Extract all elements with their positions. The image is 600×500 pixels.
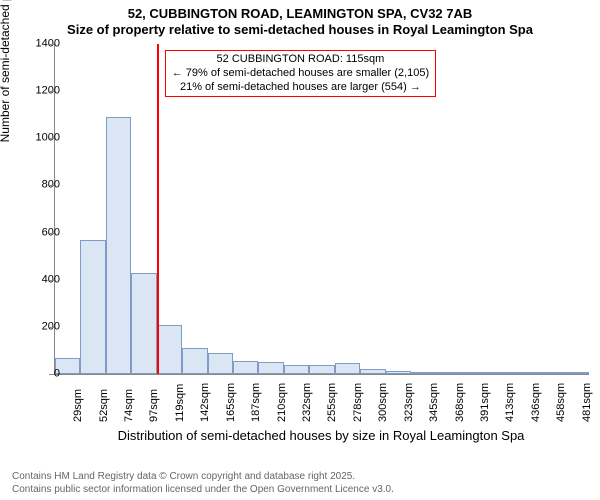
x-tick-label: 232sqm (302, 362, 313, 422)
x-tick-label: 74sqm (124, 362, 135, 422)
x-tick-label: 300sqm (378, 362, 389, 422)
histogram-bar (131, 273, 156, 374)
footer: Contains HM Land Registry data © Crown c… (12, 471, 394, 496)
histogram-bar (80, 240, 105, 374)
y-tick-mark (49, 185, 54, 186)
y-tick-mark (49, 44, 54, 45)
x-tick-label: 142sqm (200, 362, 211, 422)
x-tick-label: 29sqm (73, 362, 84, 422)
y-tick-mark (49, 280, 54, 281)
footer-line-2: Contains public sector information licen… (12, 484, 394, 497)
y-tick-mark (49, 138, 54, 139)
x-tick-label: 255sqm (327, 362, 338, 422)
y-tick-mark (49, 374, 54, 375)
y-tick-label: 400 (20, 274, 60, 285)
y-tick-label: 1400 (20, 39, 60, 50)
annotation-line: 52 CUBBINGTON ROAD: 115sqm (172, 53, 429, 67)
x-tick-label: 97sqm (149, 362, 160, 422)
annotation-box: 52 CUBBINGTON ROAD: 115sqm← 79% of semi-… (165, 50, 436, 97)
x-tick-label: 52sqm (99, 362, 110, 422)
page-title: 52, CUBBINGTON ROAD, LEAMINGTON SPA, CV3… (0, 0, 600, 22)
x-tick-label: 187sqm (251, 362, 262, 422)
footer-line-1: Contains HM Land Registry data © Crown c… (12, 471, 394, 484)
x-tick-label: 436sqm (531, 362, 542, 422)
y-tick-mark (49, 327, 54, 328)
y-tick-mark (49, 233, 54, 234)
y-tick-label: 200 (20, 321, 60, 332)
x-tick-label: 458sqm (556, 362, 567, 422)
x-tick-label: 210sqm (277, 362, 288, 422)
x-tick-label: 481sqm (582, 362, 593, 422)
annotation-line: 21% of semi-detached houses are larger (… (172, 81, 429, 95)
x-axis-label: Distribution of semi-detached houses by … (54, 428, 588, 443)
y-axis-label: Number of semi-detached properties (0, 0, 12, 210)
y-tick-label: 800 (20, 180, 60, 191)
plot-area: 52 CUBBINGTON ROAD: 115sqm← 79% of semi-… (54, 44, 589, 375)
reference-line (157, 44, 159, 374)
page: 52, CUBBINGTON ROAD, LEAMINGTON SPA, CV3… (0, 0, 600, 500)
chart-container: Number of semi-detached properties 52 CU… (0, 40, 600, 450)
x-tick-label: 391sqm (480, 362, 491, 422)
y-tick-label: 1200 (20, 86, 60, 97)
page-subtitle: Size of property relative to semi-detach… (0, 22, 600, 38)
y-tick-label: 0 (20, 369, 60, 380)
x-tick-label: 413sqm (505, 362, 516, 422)
histogram-bar (106, 117, 131, 374)
x-tick-label: 345sqm (429, 362, 440, 422)
y-tick-label: 600 (20, 227, 60, 238)
y-tick-label: 1000 (20, 133, 60, 144)
x-tick-label: 278sqm (353, 362, 364, 422)
x-tick-label: 119sqm (175, 362, 186, 422)
x-tick-label: 165sqm (226, 362, 237, 422)
x-tick-label: 368sqm (455, 362, 466, 422)
x-tick-label: 323sqm (404, 362, 415, 422)
annotation-line: ← 79% of semi-detached houses are smalle… (172, 67, 429, 81)
y-tick-mark (49, 91, 54, 92)
